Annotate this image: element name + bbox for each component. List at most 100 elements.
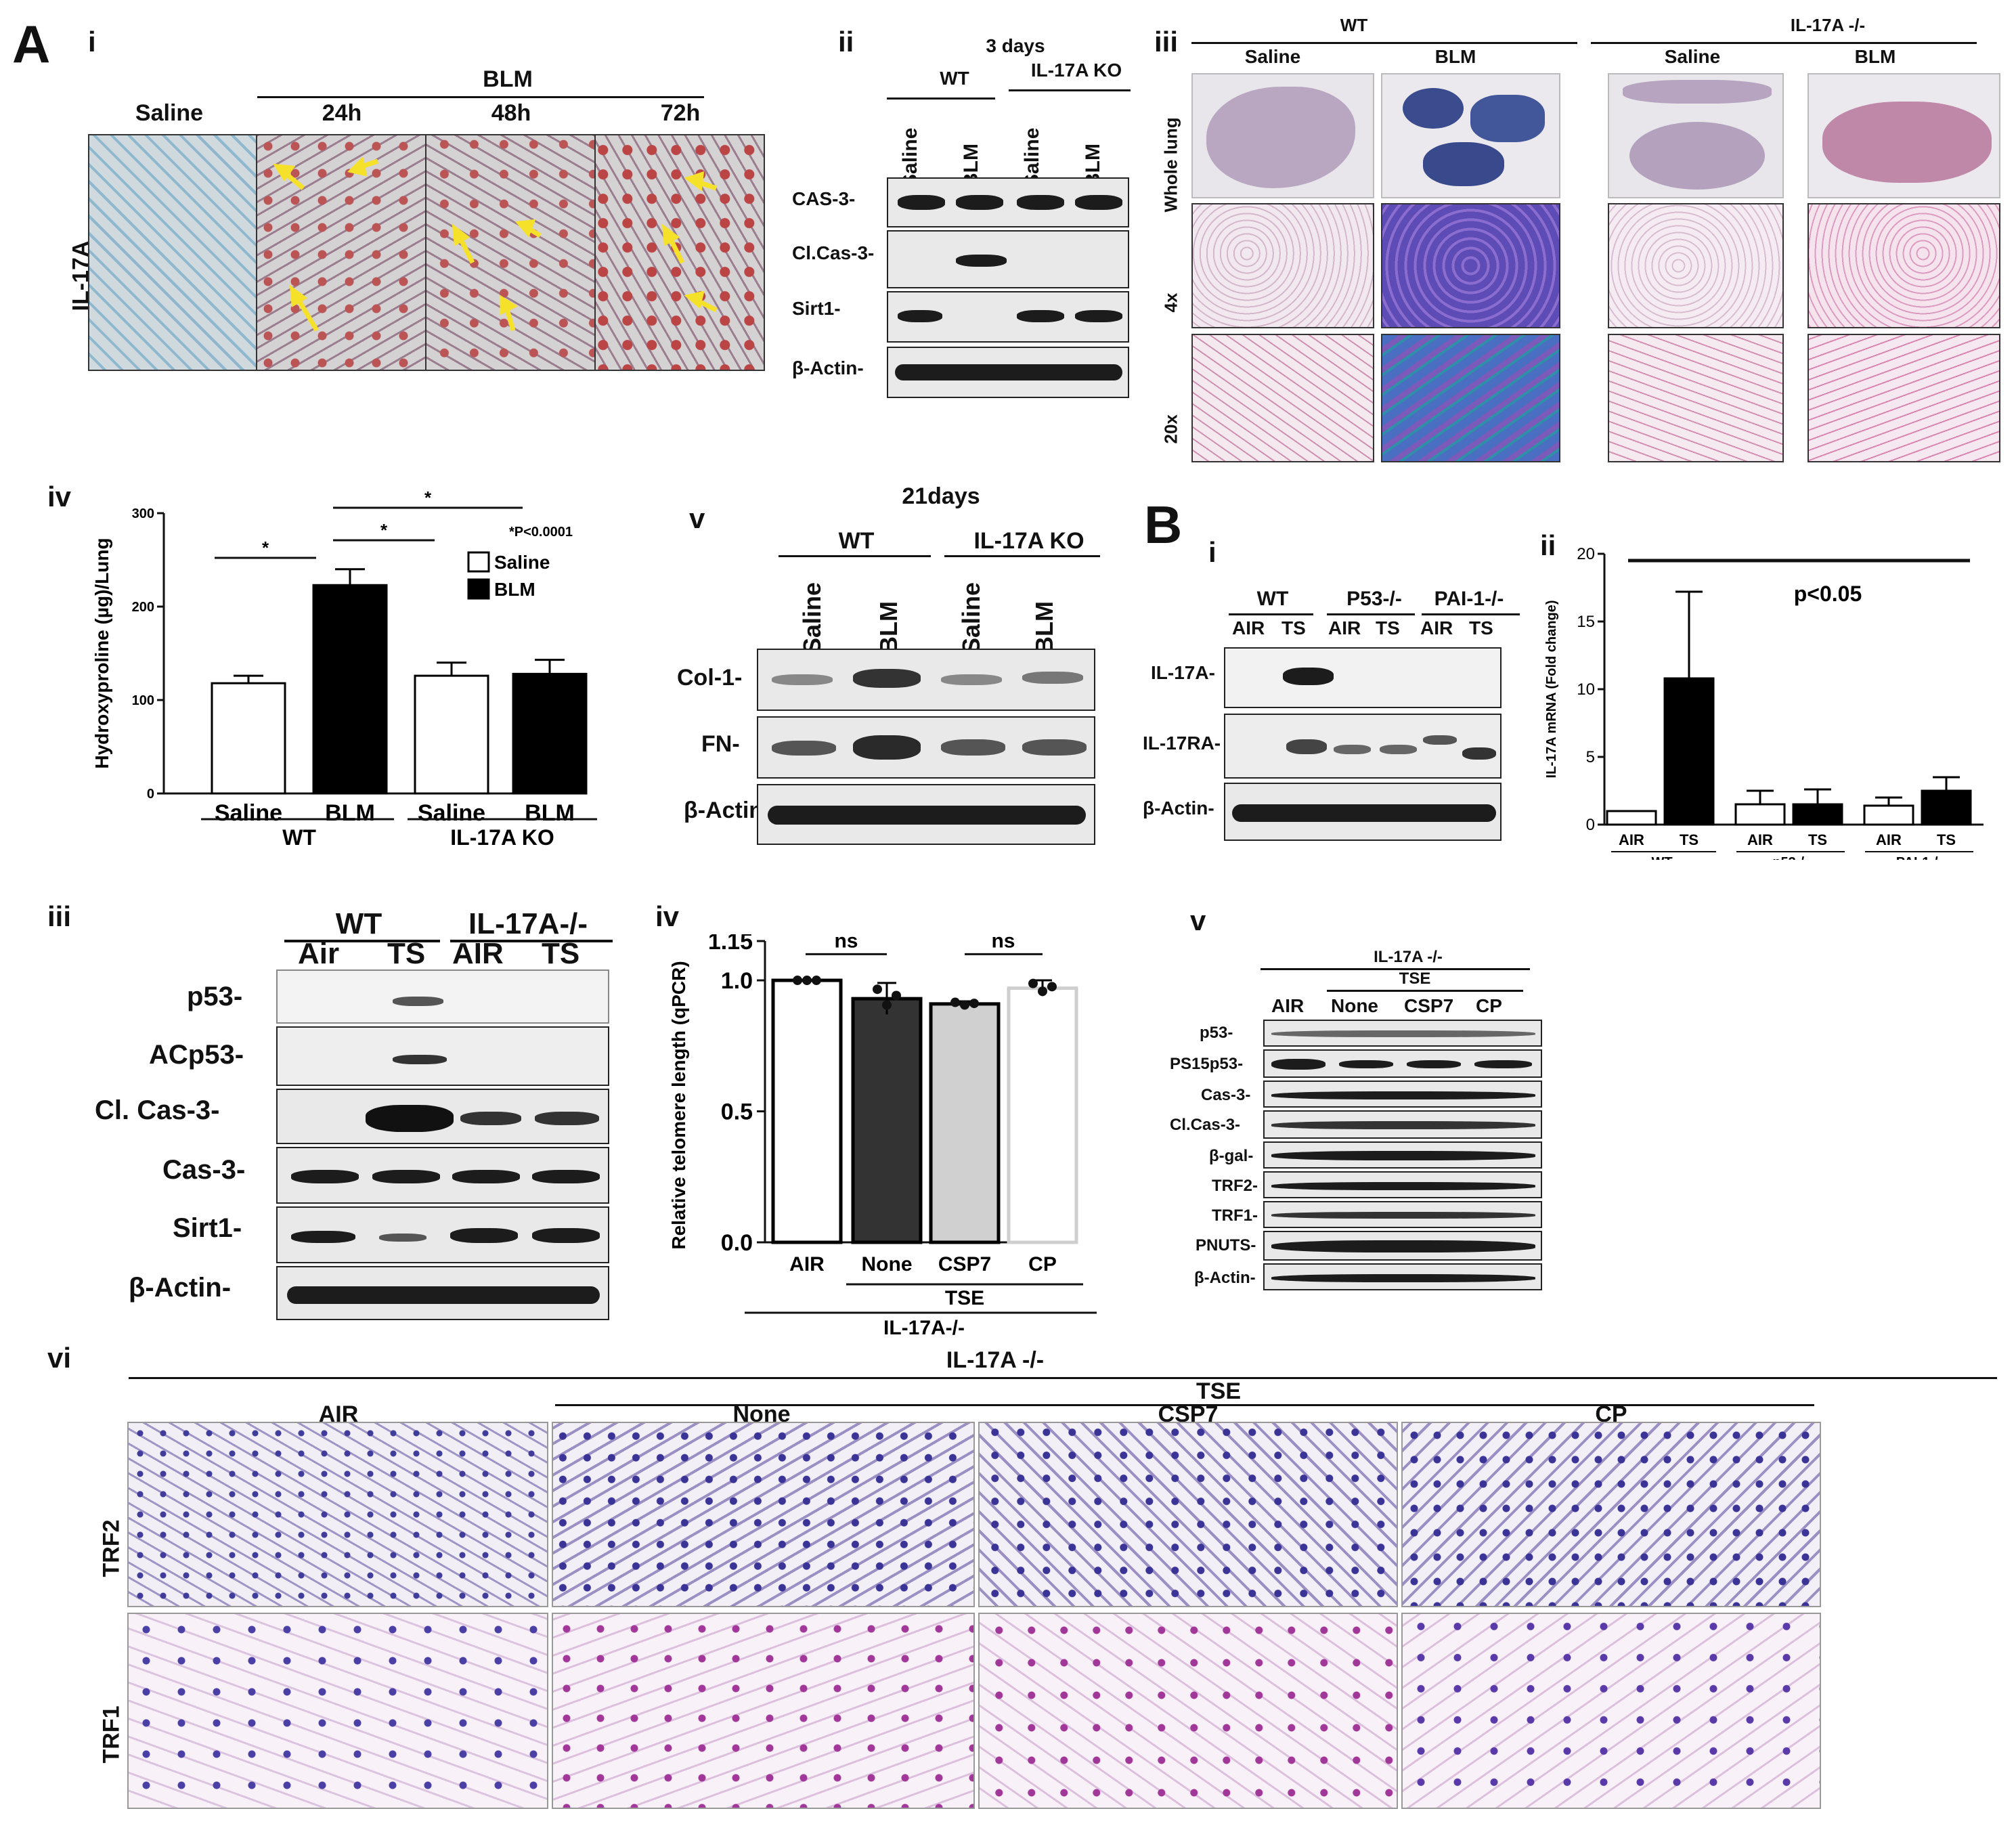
x-tick-label: AIR: [1619, 831, 1644, 848]
band: [853, 669, 921, 688]
a-ii-lane-1: Saline: [899, 127, 921, 188]
b-vi-trf1-none: [552, 1613, 975, 1809]
b-v-lane-1: AIR: [1271, 995, 1305, 1016]
b-vi-trf2-air: [127, 1422, 548, 1607]
b-i-lane-4: TS: [1376, 617, 1400, 638]
a-ii-group-wt: WT: [940, 68, 969, 89]
band: [535, 1112, 599, 1125]
b-iii-row-6: β-Actin-: [129, 1273, 232, 1303]
b-v-blot-p53: [1263, 1020, 1542, 1047]
b-vi-group: TSE: [1196, 1378, 1242, 1404]
a-i-micrograph-48h: [425, 134, 596, 371]
b-v-lane-3: CSP7: [1404, 995, 1454, 1016]
group-label: PAI-1-/-: [1896, 855, 1943, 860]
band: [452, 1170, 520, 1183]
band: [1271, 1212, 1535, 1219]
panel-b-vi-label: vi: [47, 1342, 72, 1374]
band: [1462, 747, 1496, 760]
x-tick-label: TS: [1937, 831, 1956, 848]
legend-swatch-blm: [467, 578, 490, 600]
b-i-group-1: WT: [1256, 588, 1289, 610]
b-i-blot-il17a: [1224, 647, 1502, 708]
band: [1407, 1060, 1461, 1068]
a-ii-lane-2: BLM: [960, 144, 982, 188]
a-iii-ko-blm-whole: [1807, 73, 2000, 198]
data-point: [1038, 986, 1047, 997]
a-iii-ko-saline-4x: [1608, 203, 1784, 328]
a-ii-blot-sirt1: [887, 291, 1129, 343]
y-tick-label: 300: [132, 506, 154, 521]
b-i-lane-5: AIR: [1420, 617, 1453, 638]
band: [1271, 1030, 1535, 1037]
b-i-lane-2: TS: [1281, 617, 1306, 638]
a-ii-lane-3: Saline: [1021, 127, 1043, 188]
a-v-line-wt: [779, 555, 931, 557]
data-point: [873, 984, 882, 995]
data-point: [969, 999, 979, 1009]
b-vi-group-line: [555, 1404, 1814, 1406]
band: [956, 195, 1003, 210]
b-v-row-5: β-gal-: [1209, 1147, 1254, 1165]
a-iii-wt-saline-whole: [1191, 73, 1374, 198]
a-v-blot-col1: [757, 649, 1095, 711]
panel-a-iii-label: iii: [1154, 26, 1179, 58]
a-v-group-wt: WT: [838, 528, 875, 554]
a-iii-ko-blm-4x: [1807, 203, 2000, 328]
bar: [312, 584, 388, 795]
b-v-blot-trf1: [1263, 1201, 1542, 1228]
b-v-row-9: β-Actin-: [1194, 1269, 1256, 1287]
b-iii-blot-acp53: [276, 1026, 609, 1086]
band: [532, 1228, 600, 1243]
b-i-row-3: β-Actin-: [1143, 798, 1214, 819]
x-tick-label: CSP7: [938, 1253, 991, 1275]
a-iii-ko-saline-20x: [1608, 334, 1784, 462]
b-v-group: TSE: [1399, 969, 1431, 988]
legend-label: BLM: [494, 579, 535, 600]
y-axis-label: Hydroxyproline (µg)/Lung: [91, 538, 112, 768]
a-iii-row-2: 4x: [1160, 292, 1181, 313]
a-v-lane-1: Saline: [798, 582, 826, 654]
a-v-row-2: FN-: [701, 731, 740, 757]
a-iii-ko-saline-whole: [1608, 73, 1784, 198]
a-v-lane-4: BLM: [1030, 601, 1058, 654]
b-vi-row-2: TRF1: [98, 1705, 125, 1764]
a-ii-row-2: Cl.Cas-3-: [792, 242, 875, 263]
band: [956, 255, 1007, 267]
b-iii-row-5: Sirt1-: [173, 1213, 242, 1243]
band: [291, 1231, 355, 1243]
b-ii-bar-chart: 0 5 10 15 20 IL-17A mRNA (Fold change) AIR TS AI…: [1544, 545, 1984, 860]
a-ii-row-1: CAS-3-: [792, 188, 856, 209]
legend-swatch-saline: [467, 551, 490, 573]
a-ii-blot-cas3: [887, 177, 1129, 227]
b-v-row-4: Cl.Cas-3-: [1170, 1116, 1241, 1134]
b-v-blot-ps15p53: [1263, 1049, 1542, 1078]
b-iv-bar-chart: 0.0 0.5 1.0 1.15 Relative telomere length (q…: [668, 934, 1097, 1339]
a-iii-line-wt: [1191, 42, 1577, 44]
band: [1022, 739, 1087, 756]
a-iii-group-wt: WT: [1340, 15, 1368, 35]
data-point: [892, 990, 901, 1001]
b-i-line-3: [1422, 613, 1520, 615]
x-tick-label: Saline: [215, 800, 282, 826]
data-point: [950, 997, 960, 1007]
band: [1271, 1151, 1535, 1160]
genotype-label: IL-17A-/-: [883, 1317, 965, 1339]
a-i-col-72h: 72h: [660, 100, 701, 126]
band: [450, 1228, 518, 1243]
a-v-lane-2: BLM: [875, 601, 902, 654]
a-iii-wt-blm-4x: [1381, 203, 1560, 328]
x-tick-label: TS: [1680, 831, 1699, 848]
b-v-blot-cas3: [1263, 1081, 1542, 1108]
group-label: IL-17A KO: [450, 825, 554, 850]
data-point: [812, 976, 821, 986]
band: [393, 1055, 447, 1064]
group-label: TSE: [945, 1287, 984, 1309]
band: [291, 1170, 359, 1183]
band: [1017, 310, 1064, 322]
band: [1271, 1240, 1535, 1252]
y-tick-label: 0: [147, 787, 154, 802]
b-vi-row-1: TRF2: [98, 1519, 125, 1577]
b-vi-trf1-csp7: [978, 1613, 1398, 1809]
band: [853, 735, 921, 760]
band: [1075, 195, 1122, 210]
